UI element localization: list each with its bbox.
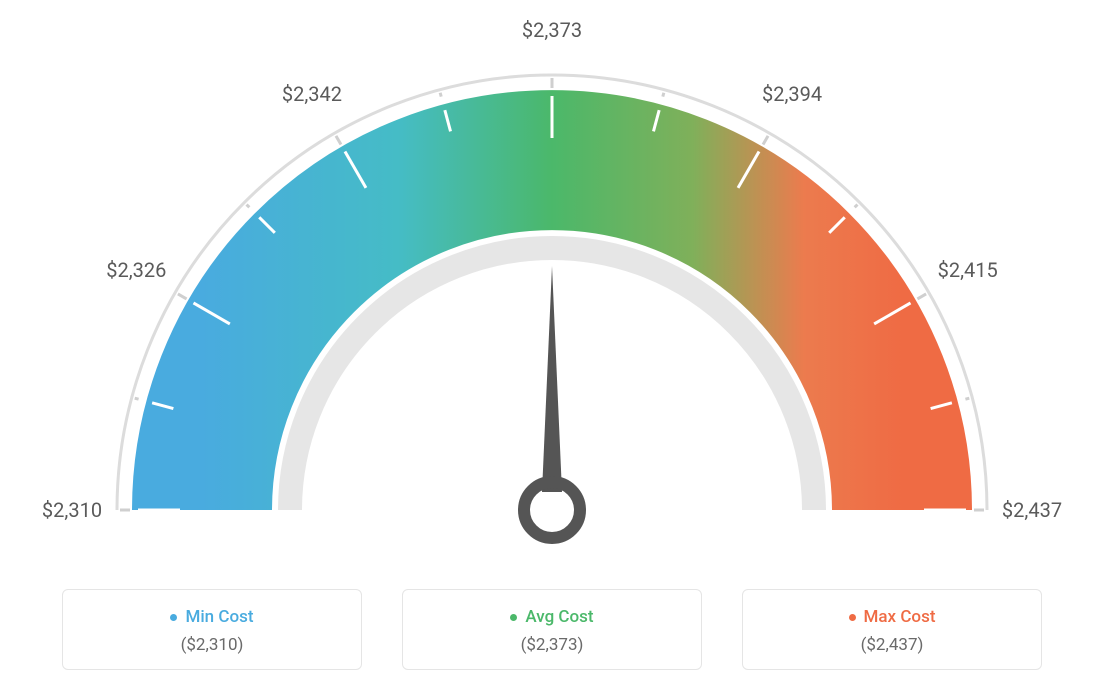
- legend-dot-avg: [510, 614, 517, 621]
- legend-value-max: ($2,437): [753, 635, 1031, 655]
- legend-dot-min: [170, 614, 177, 621]
- legend-title-min: Min Cost: [170, 607, 253, 627]
- gauge-tick-label: $2,342: [282, 82, 342, 106]
- legend-dot-max: [849, 614, 856, 621]
- legend-label-avg: Avg Cost: [525, 607, 593, 627]
- legend-value-avg: ($2,373): [413, 635, 691, 655]
- legend-value-min: ($2,310): [73, 635, 351, 655]
- gauge-tick-label: $2,310: [42, 498, 102, 522]
- legend-label-max: Max Cost: [864, 607, 936, 627]
- gauge-chart: $2,310 $2,326 $2,342 $2,373 $2,394 $2,415 $2,4…: [0, 0, 1104, 560]
- gauge-tick-label: $2,437: [1002, 498, 1062, 522]
- legend-title-max: Max Cost: [849, 607, 936, 627]
- legend-card-max: Max Cost ($2,437): [742, 589, 1042, 671]
- legend-card-avg: Avg Cost ($2,373): [402, 589, 702, 671]
- legend-title-avg: Avg Cost: [510, 607, 593, 627]
- legend-row: Min Cost ($2,310) Avg Cost ($2,373) Max …: [0, 589, 1104, 671]
- legend-card-min: Min Cost ($2,310): [62, 589, 362, 671]
- gauge-tick-label: $2,394: [762, 82, 822, 106]
- gauge-tick-label: $2,415: [938, 258, 998, 282]
- gauge-tick-label: $2,326: [106, 258, 166, 282]
- gauge-tick-label: $2,373: [522, 18, 582, 42]
- legend-label-min: Min Cost: [185, 607, 253, 627]
